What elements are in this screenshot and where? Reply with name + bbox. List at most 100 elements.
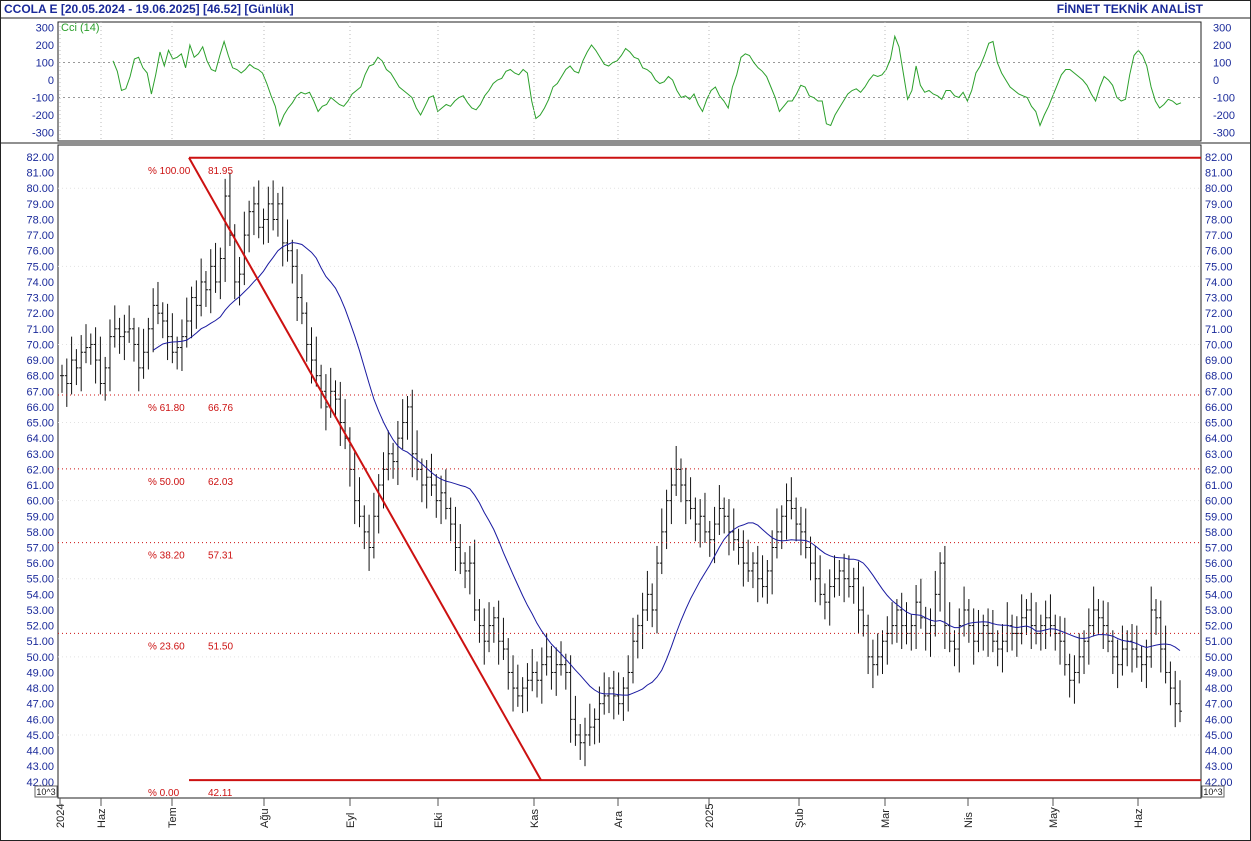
price-tick-label-right: 76.00 <box>1205 246 1233 258</box>
cci-tick-label-left: 300 <box>36 23 54 35</box>
price-tick-label-right: 75.00 <box>1205 261 1233 273</box>
x-tick-label: Haz <box>1133 808 1145 828</box>
fibonacci-value-label: 51.50 <box>208 641 233 652</box>
price-tick-label-right: 62.00 <box>1205 464 1233 476</box>
price-tick-label-left: 47.00 <box>26 699 54 711</box>
price-tick-label-right: 61.00 <box>1205 480 1233 492</box>
price-tick-label-left: 70.00 <box>26 339 54 351</box>
price-tick-label-left: 82.00 <box>26 152 54 164</box>
price-tick-label-right: 54.00 <box>1205 589 1233 601</box>
price-tick-label-right: 59.00 <box>1205 511 1233 523</box>
x-tick-label: 2024 <box>55 804 67 828</box>
x-tick-label: Şub <box>794 808 806 828</box>
price-tick-label-left: 56.00 <box>26 558 54 570</box>
cci-tick-label-left: -300 <box>32 128 54 140</box>
fibonacci-value-label: 62.03 <box>208 477 233 488</box>
price-tick-label-left: 81.00 <box>26 168 54 180</box>
cci-tick-label-right: 300 <box>1213 23 1231 35</box>
moving-average-line <box>152 241 1181 696</box>
price-tick-label-right: 58.00 <box>1205 527 1233 539</box>
price-tick-label-right: 71.00 <box>1205 324 1233 336</box>
price-tick-label-right: 79.00 <box>1205 199 1233 211</box>
x-tick-label: Nis <box>963 812 975 828</box>
price-tick-label-left: 59.00 <box>26 511 54 523</box>
x-tick-label: May <box>1048 807 1060 828</box>
fibonacci-percent-label: % 100.00 <box>148 166 191 177</box>
price-tick-label-left: 72.00 <box>26 308 54 320</box>
fibonacci-trend-line <box>188 157 542 781</box>
price-tick-label-left: 65.00 <box>26 418 54 430</box>
price-tick-label-left: 63.00 <box>26 449 54 461</box>
price-tick-label-left: 45.00 <box>26 730 54 742</box>
price-tick-label-right: 57.00 <box>1205 543 1233 555</box>
price-tick-label-left: 67.00 <box>26 386 54 398</box>
price-tick-label-right: 47.00 <box>1205 699 1233 711</box>
price-tick-label-right: 51.00 <box>1205 636 1233 648</box>
fibonacci-percent-label: % 23.60 <box>148 641 185 652</box>
x-tick-label: 2025 <box>704 804 716 828</box>
x-tick-label: Ağu <box>259 808 271 828</box>
price-tick-label-right: 72.00 <box>1205 308 1233 320</box>
price-tick-label-right: 66.00 <box>1205 402 1233 414</box>
cci-tick-label-left: -100 <box>32 93 54 105</box>
price-tick-label-right: 44.00 <box>1205 746 1233 758</box>
price-tick-label-right: 65.00 <box>1205 418 1233 430</box>
cci-tick-label-left: 200 <box>36 40 54 52</box>
scale-box-left <box>34 785 58 798</box>
price-tick-label-right: 56.00 <box>1205 558 1233 570</box>
x-tick-label: Ara <box>613 810 625 828</box>
price-tick-label-left: 62.00 <box>26 464 54 476</box>
scale-label-left: 10^3 <box>36 787 55 797</box>
price-tick-label-left: 80.00 <box>26 183 54 195</box>
price-tick-label-left: 48.00 <box>26 683 54 695</box>
price-tick-label-right: 53.00 <box>1205 605 1233 617</box>
price-tick-label-right: 74.00 <box>1205 277 1233 289</box>
price-tick-label-left: 55.00 <box>26 574 54 586</box>
price-tick-label-right: 63.00 <box>1205 449 1233 461</box>
cci-panel-frame <box>57 21 1202 142</box>
price-tick-label-right: 48.00 <box>1205 683 1233 695</box>
cci-tick-label-right: 0 <box>1213 75 1219 87</box>
chart-header: CCOLA E [20.05.2024 - 19.06.2025] [46.52… <box>0 0 1251 18</box>
price-tick-label-right: 52.00 <box>1205 621 1233 633</box>
price-panel-frame <box>57 144 1202 799</box>
price-tick-label-right: 55.00 <box>1205 574 1233 586</box>
price-tick-label-left: 52.00 <box>26 621 54 633</box>
x-tick-label: Mar <box>880 809 892 828</box>
price-tick-label-right: 64.00 <box>1205 433 1233 445</box>
price-tick-label-right: 78.00 <box>1205 214 1233 226</box>
x-tick-label: Kas <box>529 809 541 828</box>
price-tick-label-right: 49.00 <box>1205 667 1233 679</box>
fibonacci-percent-label: % 0.00 <box>148 788 180 799</box>
brand-label: FİNNET TEKNİK ANALİST <box>1056 2 1203 16</box>
x-tick-label: Eki <box>433 813 445 828</box>
cci-tick-label-left: -200 <box>32 110 54 122</box>
fibonacci-value-label: 81.95 <box>208 166 233 177</box>
cci-legend: Cci (14) <box>61 22 100 34</box>
price-tick-label-left: 64.00 <box>26 433 54 445</box>
price-tick-label-right: 67.00 <box>1205 386 1233 398</box>
price-tick-label-right: 43.00 <box>1205 761 1233 773</box>
price-tick-label-left: 75.00 <box>26 261 54 273</box>
price-tick-label-left: 77.00 <box>26 230 54 242</box>
price-tick-label-left: 69.00 <box>26 355 54 367</box>
x-tick-label: Eyl <box>345 813 357 828</box>
price-tick-label-left: 51.00 <box>26 636 54 648</box>
price-tick-label-left: 78.00 <box>26 214 54 226</box>
price-tick-label-right: 69.00 <box>1205 355 1233 367</box>
cci-tick-label-right: -100 <box>1213 93 1235 105</box>
cci-tick-label-right: -200 <box>1213 110 1235 122</box>
price-tick-label-left: 71.00 <box>26 324 54 336</box>
price-tick-label-right: 73.00 <box>1205 293 1233 305</box>
cci-tick-label-right: 200 <box>1213 40 1231 52</box>
price-tick-label-left: 58.00 <box>26 527 54 539</box>
price-tick-label-right: 81.00 <box>1205 168 1233 180</box>
price-tick-label-left: 74.00 <box>26 277 54 289</box>
fibonacci-value-label: 42.11 <box>208 788 233 799</box>
scale-box-right <box>1201 785 1225 798</box>
price-tick-label-right: 80.00 <box>1205 183 1233 195</box>
price-tick-label-left: 66.00 <box>26 402 54 414</box>
fibonacci-percent-label: % 50.00 <box>148 477 185 488</box>
